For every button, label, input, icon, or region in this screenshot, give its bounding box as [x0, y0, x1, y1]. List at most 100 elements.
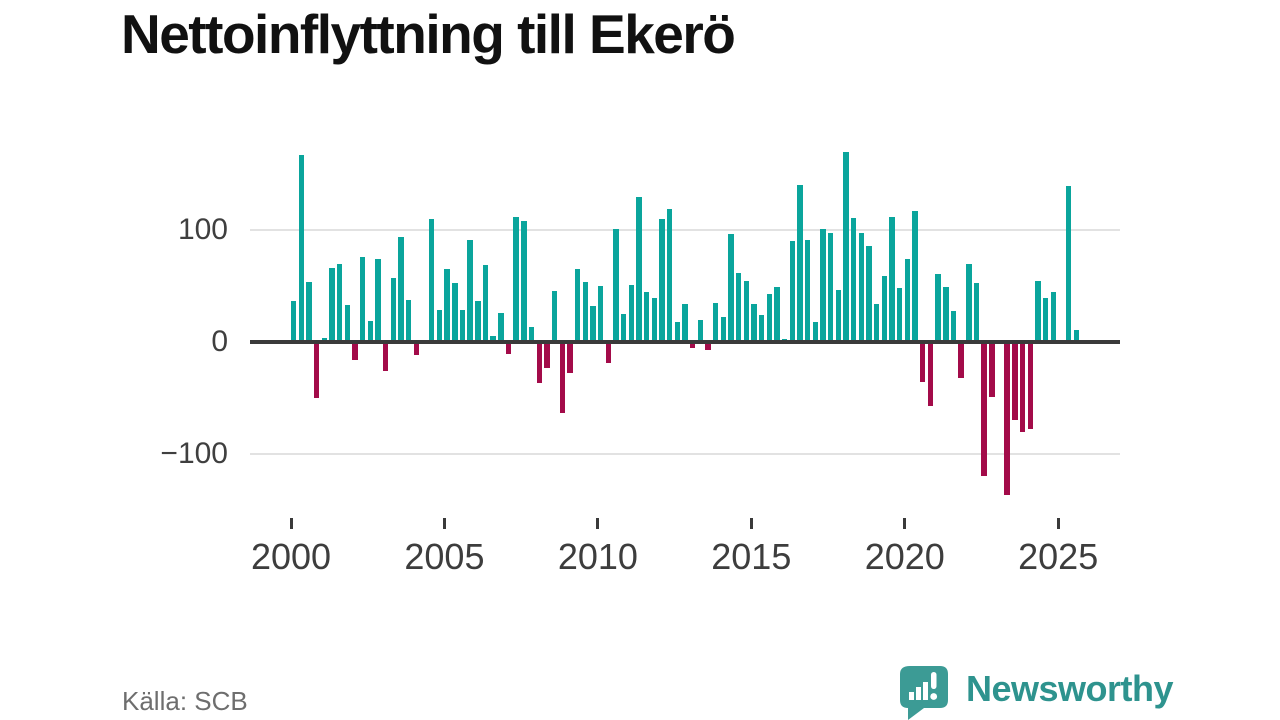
bar [551, 290, 558, 342]
bar [1042, 298, 1049, 342]
bar [904, 259, 911, 342]
bar [920, 342, 926, 383]
bar [337, 263, 343, 342]
bar [306, 281, 312, 342]
bar [298, 155, 305, 342]
bar [628, 285, 634, 342]
chart-title: Nettoinflyttning till Ekerö [121, 3, 736, 65]
bar [444, 269, 450, 342]
x-axis-tick [903, 518, 907, 529]
bar [943, 287, 949, 342]
bar [390, 278, 397, 342]
bar [666, 209, 673, 342]
bar [682, 304, 688, 342]
y-gridline [250, 452, 1120, 455]
bar [889, 216, 895, 342]
bar [651, 298, 657, 342]
bar [805, 240, 811, 342]
bar [482, 264, 489, 342]
bar [774, 287, 780, 342]
bar [927, 342, 934, 406]
bar [398, 237, 404, 342]
bar [751, 304, 757, 342]
y-axis-tick-label: −100 [160, 436, 228, 470]
bar [521, 221, 527, 342]
bar [559, 342, 565, 414]
bar [605, 342, 611, 364]
bar [758, 315, 765, 342]
bar [843, 152, 849, 342]
x-axis-tick-label: 2015 [711, 536, 792, 577]
bar [544, 342, 550, 368]
x-axis-tick-label: 2005 [404, 536, 485, 577]
bar [513, 216, 519, 342]
bar [590, 306, 596, 342]
bar [352, 342, 358, 360]
bar [935, 273, 941, 342]
source-note: Källa: SCB [122, 686, 248, 716]
x-axis-tick-label: 2010 [557, 536, 638, 577]
bar [567, 342, 573, 374]
bar [674, 321, 680, 342]
x-axis-tick [749, 518, 753, 529]
bar [321, 337, 328, 342]
bar [835, 289, 842, 342]
bar [697, 319, 703, 342]
bar [505, 342, 512, 355]
bar [689, 342, 696, 348]
bar [452, 282, 458, 342]
bar [1019, 342, 1026, 433]
bar [1035, 280, 1041, 342]
bar [490, 336, 496, 342]
bar [344, 305, 351, 342]
bar [881, 276, 888, 342]
bar [383, 342, 389, 372]
x-axis-tick-label: 2025 [1018, 536, 1099, 577]
x-axis-tick [289, 518, 293, 529]
bar [659, 219, 665, 342]
bar [1004, 342, 1010, 496]
bar [766, 293, 773, 342]
x-axis-tick [1056, 518, 1060, 529]
y-gridline [250, 229, 1120, 232]
bar [1027, 342, 1033, 430]
bar [367, 320, 374, 342]
bar [406, 299, 412, 342]
bar [1012, 342, 1018, 421]
bar [897, 288, 903, 342]
brand-logo: Newsworthy [898, 664, 1268, 720]
bar [735, 272, 742, 342]
bar [712, 302, 719, 342]
bar [613, 229, 619, 342]
bar [812, 321, 819, 342]
bar [989, 342, 995, 397]
bar [797, 184, 803, 342]
x-axis-tick [596, 518, 600, 529]
bar [858, 232, 865, 342]
y-axis-tick-label: 100 [177, 213, 228, 247]
bar [329, 268, 335, 342]
bar [620, 314, 627, 342]
y-axis-tick-label: 0 [211, 325, 228, 358]
bar [1065, 185, 1072, 342]
bar [643, 291, 650, 342]
bar [1073, 329, 1079, 342]
bar [981, 342, 987, 477]
bar [866, 245, 872, 342]
bar [291, 300, 297, 342]
bar [413, 342, 420, 356]
bar [1050, 291, 1056, 342]
bar [973, 282, 980, 342]
bar [789, 241, 796, 342]
brand-name: Newsworthy [966, 668, 1174, 709]
bar [720, 317, 727, 342]
bar [950, 310, 957, 342]
newsworthy-logo-icon [898, 664, 952, 720]
bar [375, 259, 381, 342]
bar [360, 257, 366, 342]
bar [436, 309, 443, 342]
bar [828, 232, 834, 342]
bar [728, 233, 734, 342]
bar [582, 281, 588, 342]
